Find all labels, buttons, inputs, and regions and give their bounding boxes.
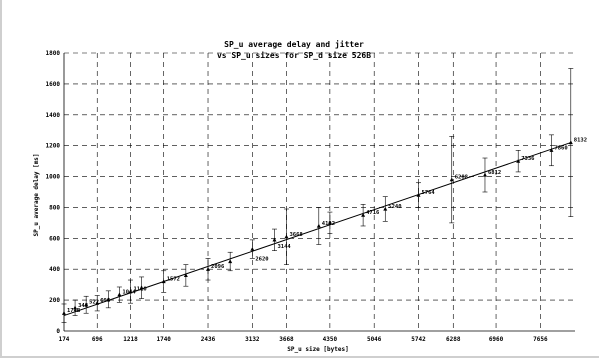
data-point <box>516 158 521 163</box>
x-tick-label: 5742 <box>411 336 426 343</box>
data-point <box>449 177 454 182</box>
data-label: 2620 <box>255 257 268 263</box>
data-label: 8132 <box>574 138 587 144</box>
data-point <box>206 267 211 271</box>
data-label: 348 <box>78 303 88 309</box>
x-tick-label: 2436 <box>201 336 216 343</box>
chart-title-line1: SP_u average delay and jitter <box>224 39 364 49</box>
x-tick-label: 174 <box>59 336 70 343</box>
x-axis-label: SP_u size [bytes] <box>287 346 348 353</box>
data-label: 7860 <box>554 145 567 151</box>
x-tick-label: 6288 <box>446 336 461 343</box>
data-point <box>183 273 188 277</box>
data-label: 6812 <box>488 170 501 176</box>
x-tick-label: 3668 <box>279 336 294 343</box>
data-point <box>161 279 166 284</box>
data-label: 696 <box>100 298 111 304</box>
y-tick-label: 400 <box>49 266 60 273</box>
data-point <box>316 223 321 228</box>
data-point <box>272 237 277 242</box>
data-label: 6288 <box>455 175 468 181</box>
data-point <box>95 301 100 305</box>
data-label: 1110 <box>133 287 146 293</box>
x-tick-label: 696 <box>92 336 103 343</box>
data-point <box>361 212 366 217</box>
data-point <box>139 285 144 290</box>
data-label: 3668 <box>289 232 302 238</box>
x-tick-label: 6960 <box>489 336 504 343</box>
data-label: 522 <box>89 300 99 306</box>
y-tick-label: 800 <box>49 204 60 211</box>
data-label: 7336 <box>521 156 535 162</box>
data-point <box>128 289 133 294</box>
data-point <box>416 192 421 197</box>
data-point <box>106 297 111 301</box>
chart-title-line2: vs SP_u sizes for SP_d size 526B <box>217 50 371 60</box>
data-label: 5240 <box>388 204 401 210</box>
data-point <box>549 148 554 152</box>
y-tick-label: 0 <box>56 328 60 335</box>
y-tick-label: 200 <box>49 297 60 304</box>
x-tick-label: 7656 <box>533 336 548 343</box>
data-point <box>84 302 89 307</box>
data-point <box>383 206 388 211</box>
x-tick-label: 5046 <box>367 336 382 343</box>
x-tick-label: 3132 <box>245 336 260 343</box>
trend-line <box>63 142 571 317</box>
plot-area: 0 200 400 600 800 1000 1200 1400 1600 1800 174 696 1… <box>46 50 588 343</box>
y-axis-label: SP_u average delay [ms] <box>33 153 40 236</box>
y-tick-label: 1200 <box>46 143 61 150</box>
data-point <box>568 140 573 145</box>
data-point <box>327 220 332 225</box>
y-tick-label: 1600 <box>46 81 61 88</box>
y-tick-label: 600 <box>49 235 60 242</box>
data-label: 4716 <box>366 210 380 216</box>
y-tick-label: 1000 <box>46 174 61 181</box>
x-tick-label: 4350 <box>323 336 338 343</box>
data-label: 3144 <box>277 244 291 250</box>
data-label: 4192 <box>322 221 335 227</box>
data-label: 2096 <box>211 264 225 270</box>
x-tick-label: 1740 <box>156 336 171 343</box>
y-tick-label: 1400 <box>46 112 61 119</box>
data-point <box>482 172 487 177</box>
x-tick-label: 1218 <box>123 336 138 343</box>
data-point <box>228 259 233 264</box>
y-tick-label: 1800 <box>46 50 61 57</box>
data-label: 1572 <box>167 277 180 283</box>
data-point <box>73 305 78 310</box>
data-point <box>117 292 122 297</box>
data-point <box>62 311 66 315</box>
data-point <box>250 246 255 251</box>
data-point <box>284 234 289 239</box>
data-label: 5764 <box>422 190 436 196</box>
data-label: 174B <box>67 308 81 314</box>
data-label: 1044 <box>122 290 136 296</box>
